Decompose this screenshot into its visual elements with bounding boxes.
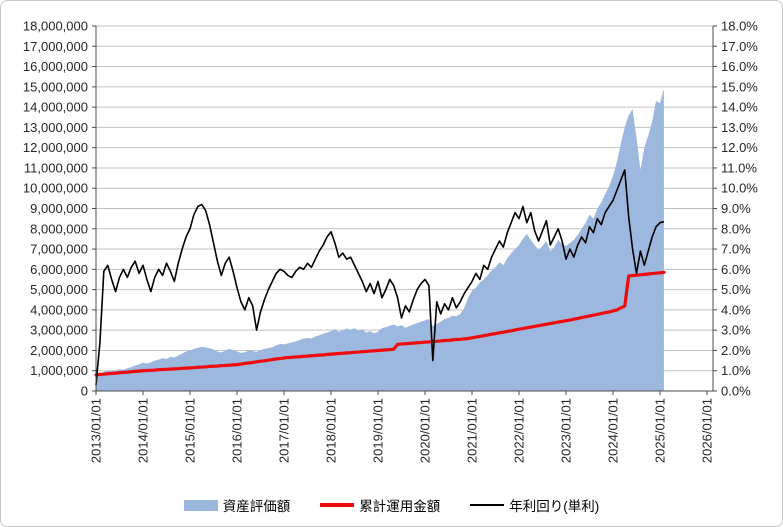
red-line-swatch-icon (320, 503, 355, 507)
right-axis-tick-label: 9.0% (721, 201, 751, 216)
x-axis-tick-label: 2014/01/01 (136, 398, 151, 463)
gridlines (96, 25, 713, 372)
legend-label-cumulative-invested: 累計運用金額 (359, 499, 441, 514)
right-axis-tick-label: 8.0% (721, 221, 751, 236)
right-axis-tick-label: 14.0% (721, 100, 758, 115)
legend-label-asset-value: 資産評価額 (222, 499, 291, 514)
cumulative-invested-line-series (94, 270, 666, 377)
x-axis-tick-label: 2024/01/01 (606, 398, 621, 463)
left-axis-tick-label: 4,000,000 (30, 302, 88, 317)
right-axis-tick-label: 15.0% (721, 79, 758, 94)
left-axis-tick-label: 6,000,000 (30, 262, 88, 277)
annual-yield-line-series (95, 169, 665, 385)
left-axis-tick-label: 8,000,000 (30, 221, 88, 236)
left-axis-tick-label: 11,000,000 (24, 160, 88, 175)
right-axis-tick-label: 2.0% (721, 343, 751, 358)
left-axis-tick-label: 1,000,000 (30, 363, 88, 378)
left-axis-tick-label: 3,000,000 (30, 323, 88, 338)
left-axis-tick-label: 9,000,000 (30, 201, 88, 216)
area-swatch-icon (183, 499, 218, 511)
x-axis-tick-label: 2021/01/01 (465, 398, 480, 463)
right-axis-tick-label: 11.0% (721, 160, 757, 175)
x-axis-tick-label: 2026/01/01 (700, 398, 715, 463)
x-axis-tick-label: 2025/01/01 (653, 398, 668, 463)
right-axis-tick-label: 1.0% (721, 363, 751, 378)
x-axis-tick-label: 2015/01/01 (183, 398, 198, 463)
legend: 資産評価額 累計運用金額 年利回り(単利) (1, 495, 782, 515)
x-axis-tick-label: 2016/01/01 (230, 398, 245, 463)
left-axis-tick-label: 10,000,000 (23, 181, 88, 196)
right-axis-tick-label: 0.0% (721, 384, 751, 399)
left-axis-tick-label: 0 (81, 384, 88, 399)
left-axis-tick-label: 12,000,000 (23, 140, 88, 155)
left-axis-tick-label: 5,000,000 (30, 282, 88, 297)
x-axis-tick-label: 2020/01/01 (418, 398, 433, 463)
left-axis-tick-label: 16,000,000 (23, 59, 88, 74)
right-axis-tick-label: 10.0% (721, 181, 758, 196)
right-axis-tick-label: 7.0% (721, 242, 751, 257)
x-axis-tick-label: 2023/01/01 (559, 398, 574, 463)
right-axis-labels: 18.0% 17.0% 16.0% 15.0% 14.0% 13.0% 12.0% 11.0%… (721, 19, 758, 399)
right-axis-tick-label: 5.0% (721, 282, 751, 297)
left-axis-tick-label: 13,000,000 (23, 120, 88, 135)
right-axis-tick-label: 6.0% (721, 262, 751, 277)
right-axis-tick-label: 3.0% (721, 323, 751, 338)
left-axis-tick-label: 14,000,000 (23, 100, 88, 115)
right-axis-tick-label: 4.0% (721, 302, 751, 317)
right-axis-tick-label: 18.0% (721, 19, 758, 34)
asset-value-area-series (96, 88, 664, 392)
axes (92, 25, 717, 395)
right-axis-tick-label: 16.0% (721, 59, 758, 74)
right-axis-tick-label: 12.0% (721, 140, 758, 155)
right-axis-tick-label: 17.0% (721, 39, 758, 54)
legend-label-annual-yield: 年利回り(単利) (509, 499, 600, 514)
left-axis-tick-label: 7,000,000 (30, 242, 88, 257)
black-line-swatch-icon (470, 504, 505, 506)
x-axis-tick-label: 2022/01/01 (512, 398, 527, 463)
left-axis-labels: 18,000,000 17,000,000 16,000,000 15,000,000… (23, 19, 88, 399)
legend-item-asset-value: 資産評価額 (183, 495, 291, 515)
x-axis-tick-label: 2019/01/01 (371, 398, 386, 463)
left-axis-tick-label: 18,000,000 (23, 19, 88, 34)
x-axis-tick-label: 2017/01/01 (277, 398, 292, 463)
right-axis-tick-label: 13.0% (721, 120, 758, 135)
legend-item-annual-yield: 年利回り(単利) (470, 495, 599, 515)
x-axis-tick-label: 2018/01/01 (324, 398, 339, 463)
x-axis-tick-label: 2013/01/01 (89, 398, 104, 463)
legend-item-cumulative-invested: 累計運用金額 (320, 495, 440, 515)
x-axis-labels: 2013/01/01 2014/01/01 2015/01/01 2016/01/01… (89, 398, 715, 463)
left-axis-tick-label: 17,000,000 (23, 39, 88, 54)
left-axis-tick-label: 15,000,000 (23, 79, 88, 94)
left-axis-tick-label: 2,000,000 (30, 343, 88, 358)
